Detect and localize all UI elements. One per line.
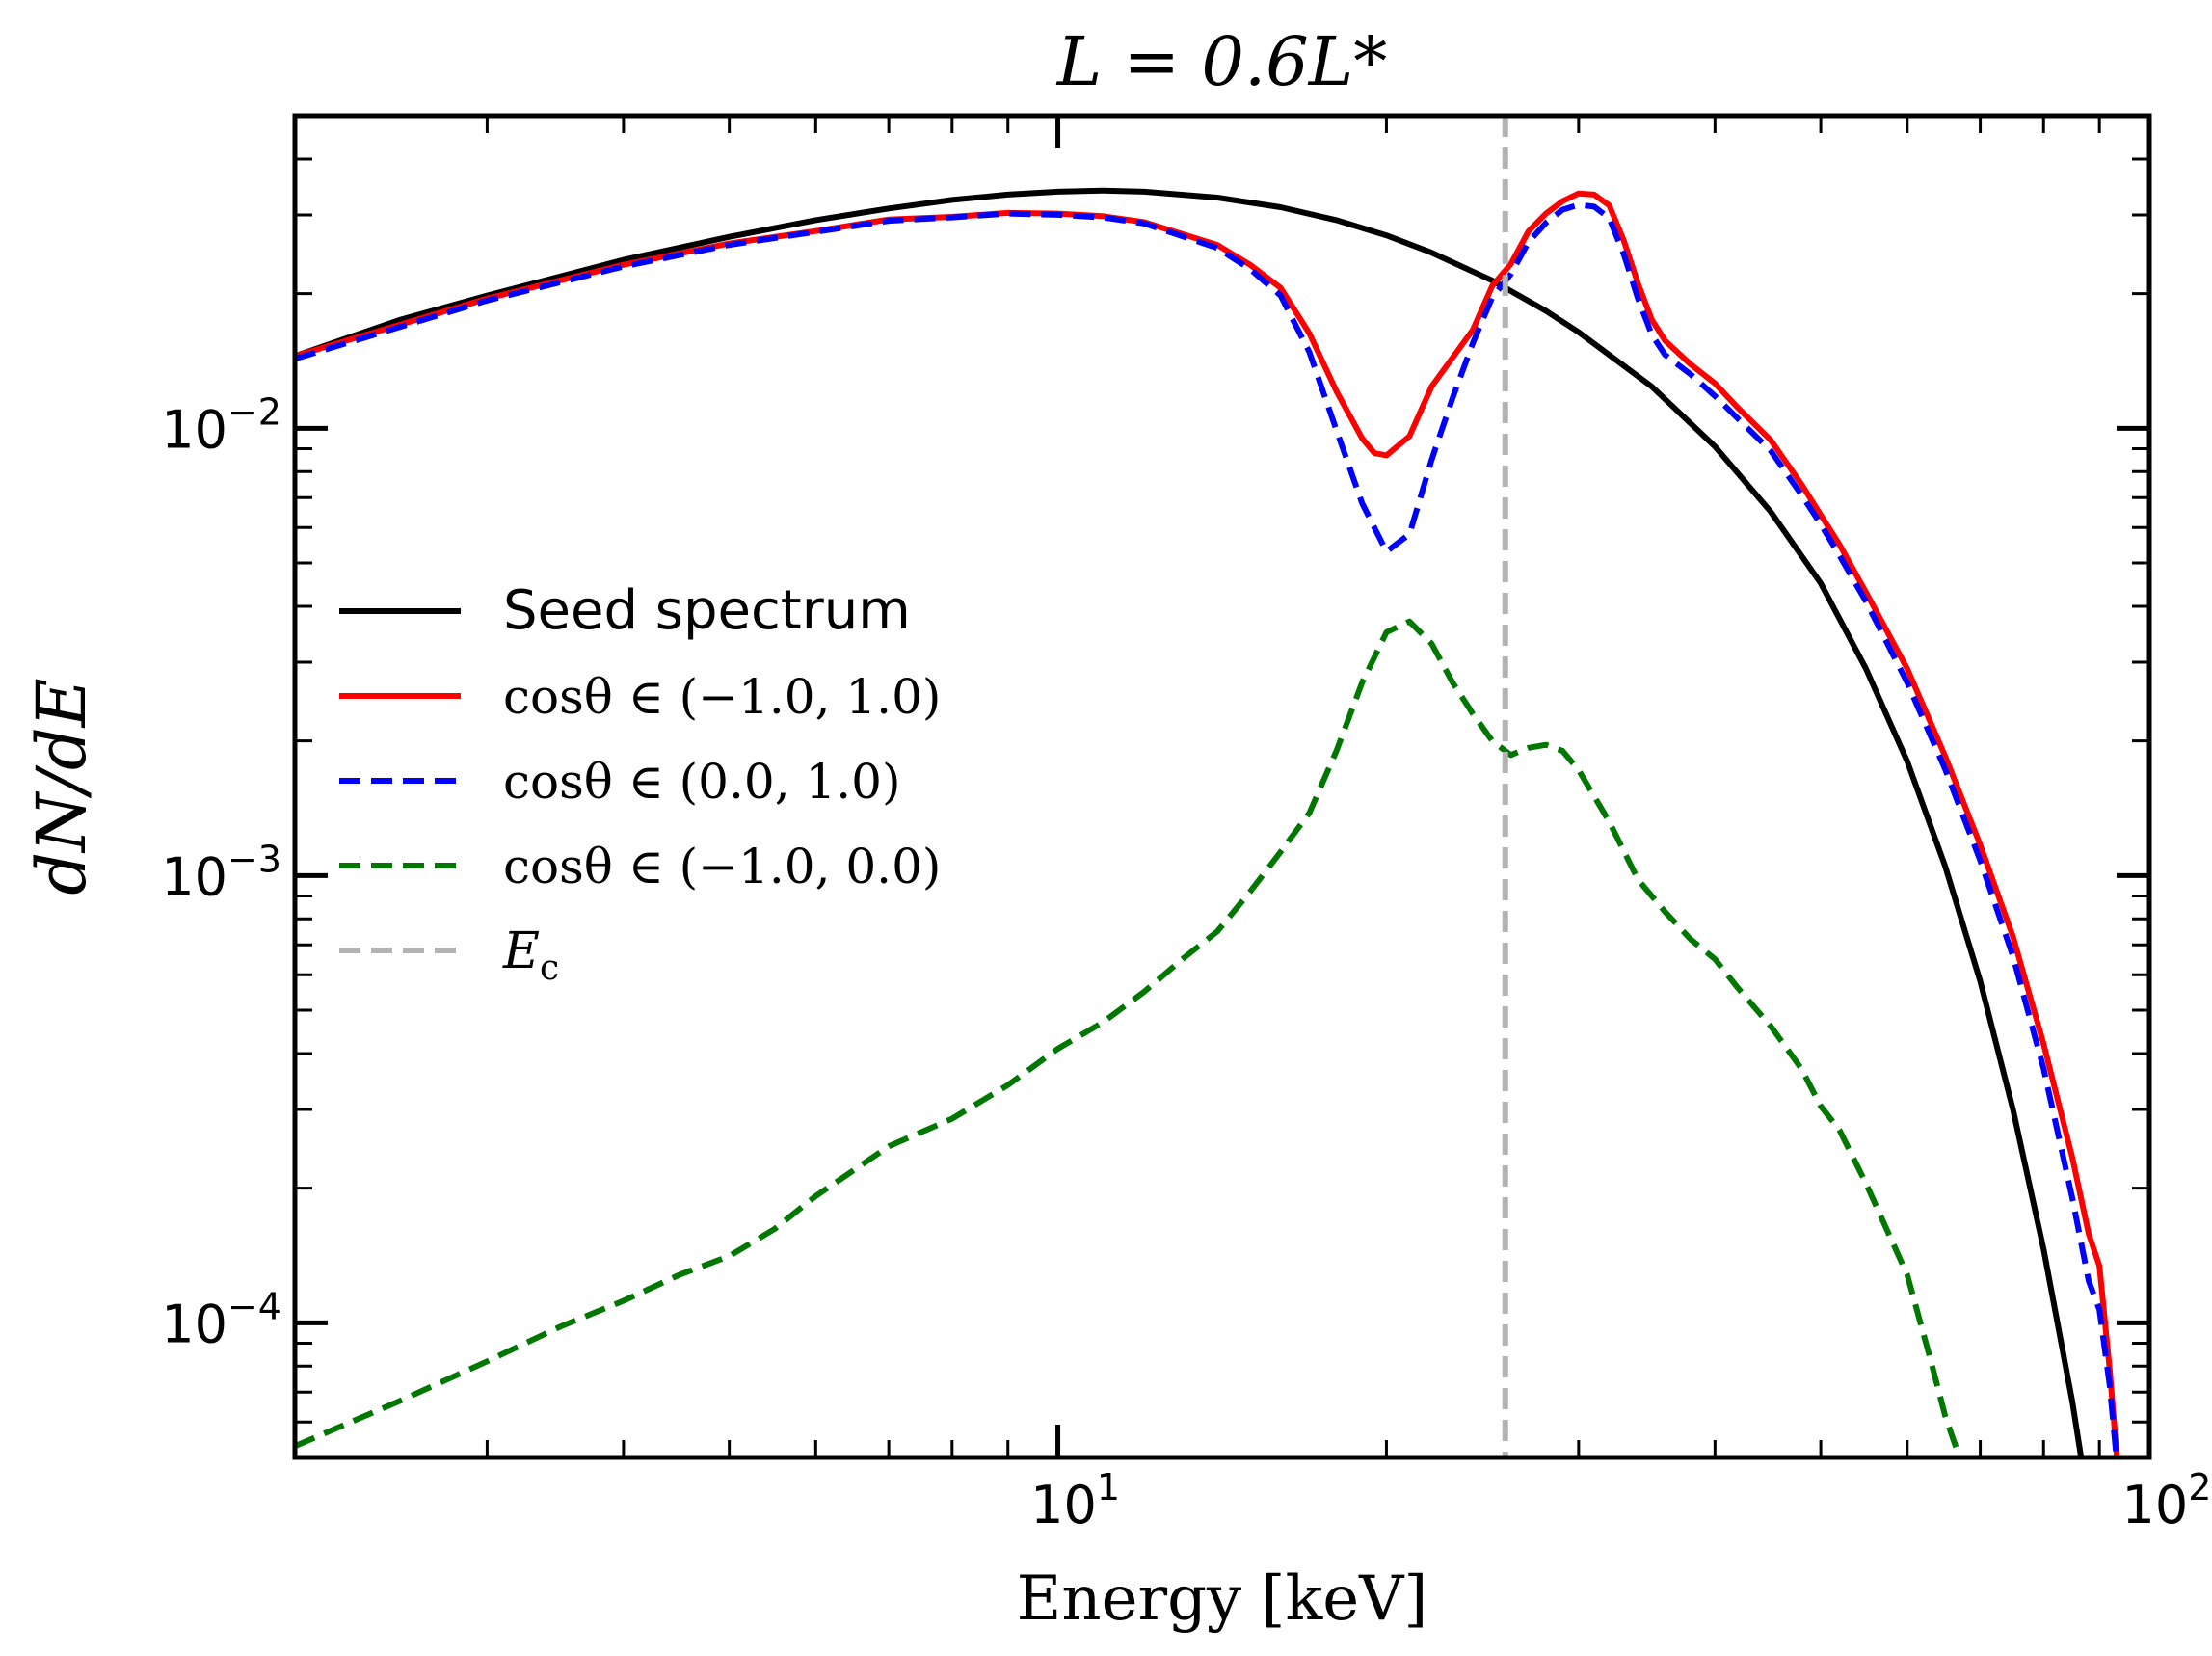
y-tick-label: 10−3 — [161, 838, 281, 907]
y-tick-label: 10−4 — [161, 1285, 281, 1354]
series-line-2 — [295, 201, 2119, 1457]
chart-title: L = 0.6L* — [1055, 22, 1387, 101]
legend: Seed spectrum cosθ ∈ (−1.0, 1.0) cosθ ∈ (0… — [339, 579, 941, 988]
y-axis-label: dN/dE — [22, 678, 101, 895]
legend-label: cosθ ∈ (−1.0, 1.0) — [503, 669, 941, 725]
y-tick-label: 10−2 — [161, 390, 281, 460]
legend-label: cosθ ∈ (−1.0, 0.0) — [503, 839, 941, 895]
legend-label: cosθ ∈ (0.0, 1.0) — [503, 754, 901, 810]
legend-label: Ec — [502, 922, 559, 988]
x-tick-label: 102 — [2122, 1466, 2212, 1536]
series-line-0 — [295, 187, 2085, 1457]
x-axis-label: Energy [keV] — [1017, 1563, 1428, 1635]
legend-label: Seed spectrum — [503, 579, 911, 642]
axes-frame — [292, 113, 2152, 1460]
series-line-3 — [295, 618, 1962, 1457]
plot-lines — [295, 116, 2120, 1457]
x-tick-label: 101 — [1030, 1466, 1120, 1536]
tick-labels: 101 102 10−2 10−3 10−4 — [161, 390, 2211, 1536]
